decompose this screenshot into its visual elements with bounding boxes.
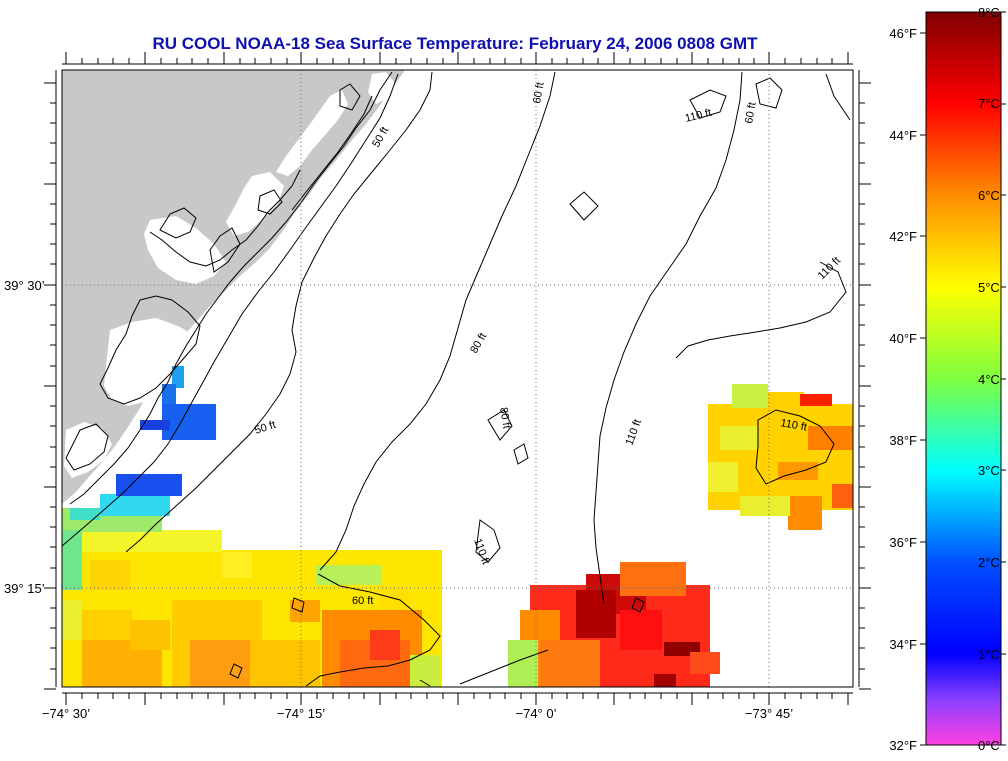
lon-label-2: −74° 15’	[277, 706, 325, 721]
lat-label-2: 39° 15’	[4, 581, 45, 596]
map-title: RU COOL NOAA-18 Sea Surface Temperature:…	[152, 34, 758, 53]
sst-patch-southwest	[62, 474, 442, 687]
coastline	[65, 71, 393, 505]
contour-label-110ft: 110 ft	[624, 418, 644, 447]
tick-marks	[44, 52, 871, 705]
contour-label-110ft-east: 110 ft	[779, 417, 807, 433]
cb-c-3: 3°C	[978, 463, 1000, 478]
contour-label-110ft-south: 110 ft	[471, 537, 491, 566]
cb-f-34: 34°F	[889, 637, 917, 652]
cb-c-6: 6°C	[978, 188, 1000, 203]
cb-c-1: 1°C	[978, 647, 1000, 662]
lat-label-1: 39° 30’	[4, 278, 45, 293]
lon-label-4: −73° 45’	[745, 706, 793, 721]
land-mass	[62, 70, 405, 504]
cb-c-5: 5°C	[978, 280, 1000, 295]
cb-f-44: 44°F	[889, 128, 917, 143]
plot-frame	[61, 69, 854, 688]
cb-f-32: 32°F	[889, 738, 917, 753]
graticule	[62, 70, 853, 687]
sst-patch-east	[708, 384, 853, 530]
contour-label-50ft: 50 ft	[253, 419, 277, 437]
sst-patch-southeast	[508, 562, 720, 687]
bathymetry-contours	[62, 71, 851, 687]
contour-label-60ft-east: 60 ft	[743, 101, 759, 124]
lon-label-3: −74° 0’	[516, 706, 557, 721]
sst-patch-nearshore	[140, 366, 216, 440]
contour-label-80ft-south: 80 ft	[497, 406, 513, 429]
contour-label-group: 50 ft 50 ft 60 ft 60 ft 60 ft 80 ft 80 f…	[253, 81, 843, 607]
cb-c-8: 8°C	[978, 5, 1000, 20]
contour-label-60ft-north: 60 ft	[531, 81, 547, 104]
contour-label-110ft-ne: 110 ft	[816, 255, 843, 282]
cb-f-46: 46°F	[889, 26, 917, 41]
contour-label-80ft: 80 ft	[468, 331, 489, 356]
cb-c-7: 7°C	[978, 96, 1000, 111]
contour-label-110ft-north: 110 ft	[684, 107, 713, 125]
contour-label-60ft: 60 ft	[352, 595, 373, 607]
cb-f-36: 36°F	[889, 535, 917, 550]
cb-f-42: 42°F	[889, 229, 917, 244]
cb-c-4: 4°C	[978, 372, 1000, 387]
colorbar: 46°F 44°F 42°F 40°F 38°F 36°F 34°F 32°F …	[889, 5, 1006, 753]
cb-f-38: 38°F	[889, 433, 917, 448]
colorbar-scale	[925, 11, 1002, 746]
cb-c-2: 2°C	[978, 555, 1000, 570]
cb-c-0: 0°C	[978, 738, 1000, 753]
axis-labels: −74° 30’ −74° 15’ −74° 0’ −73° 45’ 39° 3…	[4, 278, 793, 721]
lon-label-1: −74° 30’	[42, 706, 90, 721]
cb-f-40: 40°F	[889, 331, 917, 346]
